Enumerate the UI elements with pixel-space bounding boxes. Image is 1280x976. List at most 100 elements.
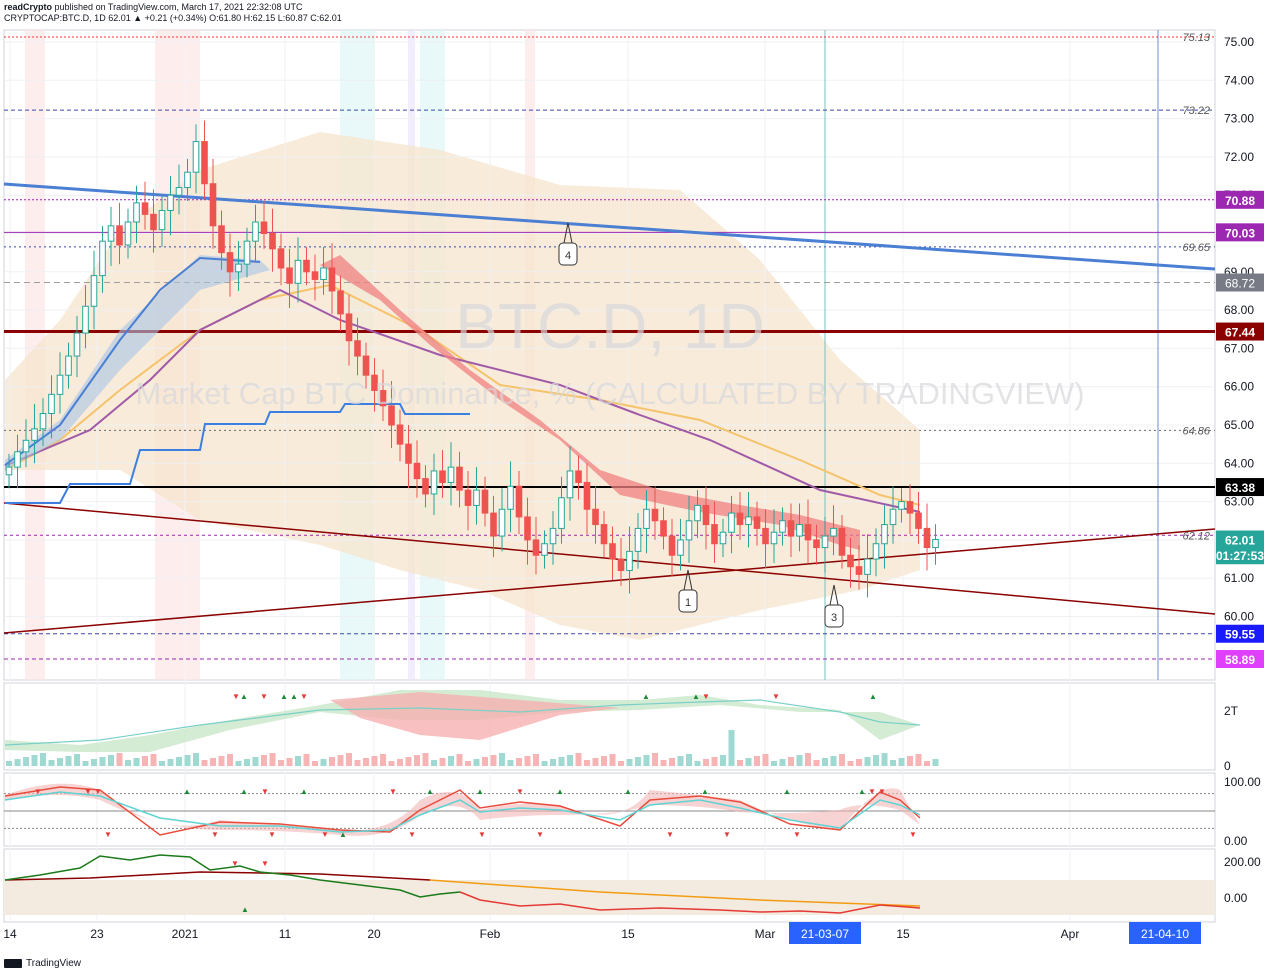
candle-body (294, 259, 302, 284)
volume-bar (805, 753, 811, 766)
volume-bar (626, 759, 633, 766)
candle-body (711, 524, 718, 545)
y-tick-label: 72.00 (1224, 150, 1254, 164)
x-highlight-bg (789, 922, 861, 944)
volume-bar (839, 754, 845, 766)
ribbon-red (320, 255, 860, 550)
signal-marker: ▼ (211, 830, 219, 839)
candle-body (643, 508, 650, 529)
x-tick-label: Apr (1061, 927, 1080, 941)
momentum-line-green (4, 854, 461, 898)
candle-body (320, 267, 327, 280)
y-tick-label: 67.00 (1224, 341, 1254, 355)
step-line-blue (5, 403, 470, 504)
level-text: 69.65 (1182, 242, 1210, 254)
callout-pointer (833, 584, 839, 606)
candle-body (609, 543, 616, 560)
signal-marker: ▼ (389, 787, 397, 796)
volume-bar (23, 757, 29, 766)
volume-bar (159, 761, 165, 766)
y-tick-label: 74.00 (1224, 73, 1254, 87)
signal-marker: ▼ (232, 692, 240, 701)
volume-bar (108, 755, 114, 766)
candle-body (413, 462, 421, 480)
signal-marker: ▼ (478, 830, 486, 839)
signal-marker: ▼ (104, 830, 112, 839)
candle-body (498, 508, 506, 537)
signal-marker: ▲ (426, 787, 434, 796)
candle-body (201, 141, 208, 185)
ribbon-blue (5, 255, 270, 470)
volume-bar (116, 753, 123, 766)
price-label: 67.44 (1225, 326, 1255, 340)
volume-bar (235, 761, 242, 766)
callout-pointer (683, 569, 689, 591)
cloud-red (330, 692, 620, 740)
candle-body (507, 485, 514, 510)
level-text: 64.86 (1182, 425, 1210, 437)
volume-bar (210, 758, 216, 766)
candle-body (830, 527, 837, 537)
signal-marker: ▼ (868, 787, 876, 796)
candle-body (694, 504, 701, 522)
volume-bar (771, 761, 777, 766)
candle-body (728, 512, 735, 533)
volume-bar (371, 756, 378, 766)
candle-body (218, 225, 225, 254)
y-tick-label: 0.00 (1224, 834, 1248, 848)
signal-marker: ▲ (240, 692, 248, 701)
price-label-bg (1216, 190, 1264, 209)
momentum-long-ma (4, 871, 431, 881)
volume-bar (541, 761, 548, 766)
volume-bar (261, 755, 267, 766)
volume-bar (847, 761, 854, 766)
candle-body (447, 466, 455, 483)
candle-body (736, 512, 744, 526)
price-label: 68.72 (1225, 277, 1255, 291)
signal-marker: ▼ (516, 787, 524, 796)
candle-body (328, 267, 336, 292)
candle-body (354, 340, 361, 357)
author-name: readCrypto (4, 2, 53, 12)
candle-body (31, 428, 38, 441)
candle-body (141, 202, 149, 215)
candle-body (473, 489, 480, 506)
candle-body (779, 520, 786, 533)
candle-body (158, 210, 166, 231)
indicator-panel-frame-2 (3, 772, 1216, 847)
signal-marker: ▼ (321, 830, 329, 839)
callout-pointer (563, 222, 569, 244)
volume-bar (737, 760, 743, 766)
candle-body (252, 221, 259, 242)
signal-marker: ▲ (783, 787, 791, 796)
volume-bar (82, 761, 89, 766)
price-label-bg (1216, 478, 1264, 497)
candle-body (116, 225, 123, 246)
publish-info: readCrypto published on TradingView.com,… (4, 2, 303, 13)
volume-bar (507, 760, 514, 766)
candle-body (558, 497, 565, 529)
candle-body (702, 504, 710, 526)
watermark-description: Market Cap BTC Dominance, % (CALCULATED … (135, 376, 1084, 411)
price-label-bg (1216, 223, 1264, 242)
candle-body (269, 233, 276, 250)
x-tick-label: 23 (90, 927, 104, 941)
volume-bar (796, 755, 803, 766)
signal-marker: ▲ (642, 692, 650, 701)
y-tick-label: 60.00 (1224, 610, 1254, 624)
volume-bar (176, 757, 182, 766)
candle-body (311, 271, 319, 280)
signal-marker: ▼ (536, 830, 544, 839)
volume-bar (703, 759, 709, 766)
volume-bar (227, 754, 233, 766)
x-tick-label: Feb (480, 927, 501, 941)
volume-bar (320, 759, 327, 766)
signal-marker: ▼ (772, 692, 780, 701)
price-label-bg (1216, 322, 1264, 341)
candle-body (184, 171, 191, 189)
signal-marker: ▼ (723, 830, 731, 839)
candle-body (22, 439, 30, 453)
level-text: 62.12 (1182, 530, 1210, 542)
x-tick-label: 14 (3, 927, 17, 941)
